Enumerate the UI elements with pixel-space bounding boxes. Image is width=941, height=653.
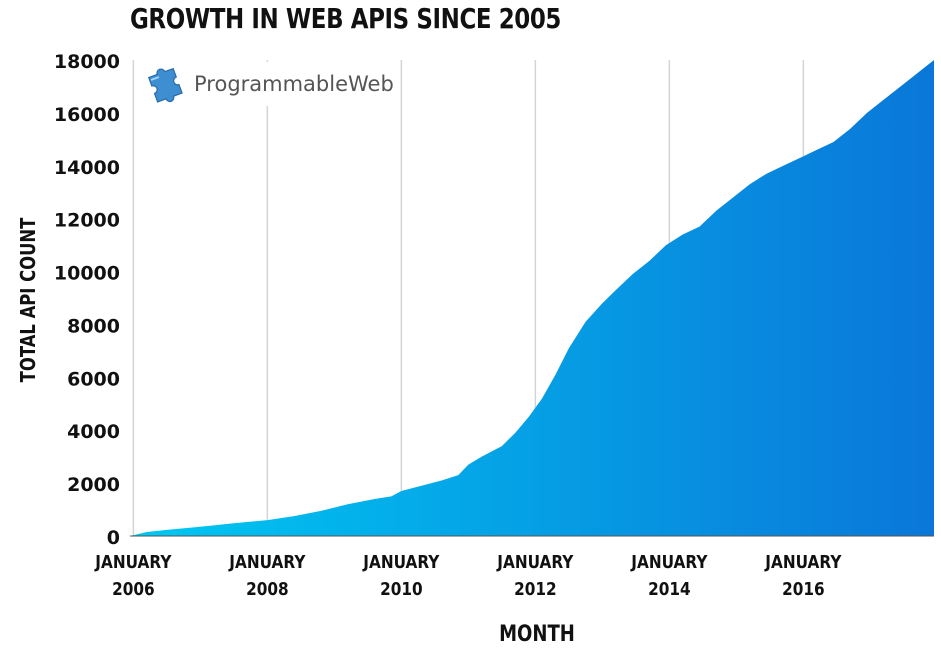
x-tick-label-year: 2008 — [246, 578, 289, 600]
y-tick-label: 8000 — [67, 315, 120, 337]
y-tick-label: 12000 — [54, 210, 120, 232]
x-axis-label: MONTH — [499, 622, 575, 647]
y-tick-label: 2000 — [67, 474, 120, 496]
y-tick-label: 6000 — [67, 368, 120, 390]
y-axis-ticks: 0 2000 4000 6000 8000 10000 12000 14000 16000 180… — [54, 51, 120, 549]
x-tick-label-month: JANUARY — [764, 551, 842, 573]
x-axis-ticks: JANUARY 2006 JANUARY 2008 JANUARY 2010 JANUARY… — [94, 551, 842, 600]
puzzle-piece-icon — [147, 67, 183, 103]
x-tick-label-year: 2012 — [514, 578, 557, 600]
area-series — [130, 60, 934, 537]
chart-title: GROWTH IN WEB APIS SINCE 2005 — [130, 2, 561, 35]
x-tick-label-year: 2010 — [380, 578, 423, 600]
x-tick-label-month: JANUARY — [630, 551, 708, 573]
y-tick-label: 4000 — [67, 421, 120, 443]
x-tick-label-year: 2014 — [648, 578, 691, 600]
y-tick-label: 18000 — [54, 51, 120, 73]
programmableweb-logo: ProgrammableWeb — [140, 62, 398, 106]
y-tick-label: 0 — [107, 527, 120, 549]
x-tick-label-month: JANUARY — [228, 551, 306, 573]
x-tick-label-month: JANUARY — [362, 551, 440, 573]
x-tick-label-year: 2006 — [112, 578, 155, 600]
logo-text: ProgrammableWeb — [194, 72, 394, 96]
api-count-area — [130, 60, 934, 536]
y-tick-label: 16000 — [54, 104, 120, 126]
y-tick-label: 14000 — [54, 157, 120, 179]
y-tick-label: 10000 — [54, 263, 120, 285]
x-tick-label-month: JANUARY — [496, 551, 574, 573]
x-tick-label-month: JANUARY — [94, 551, 172, 573]
x-tick-label-year: 2016 — [782, 578, 825, 600]
